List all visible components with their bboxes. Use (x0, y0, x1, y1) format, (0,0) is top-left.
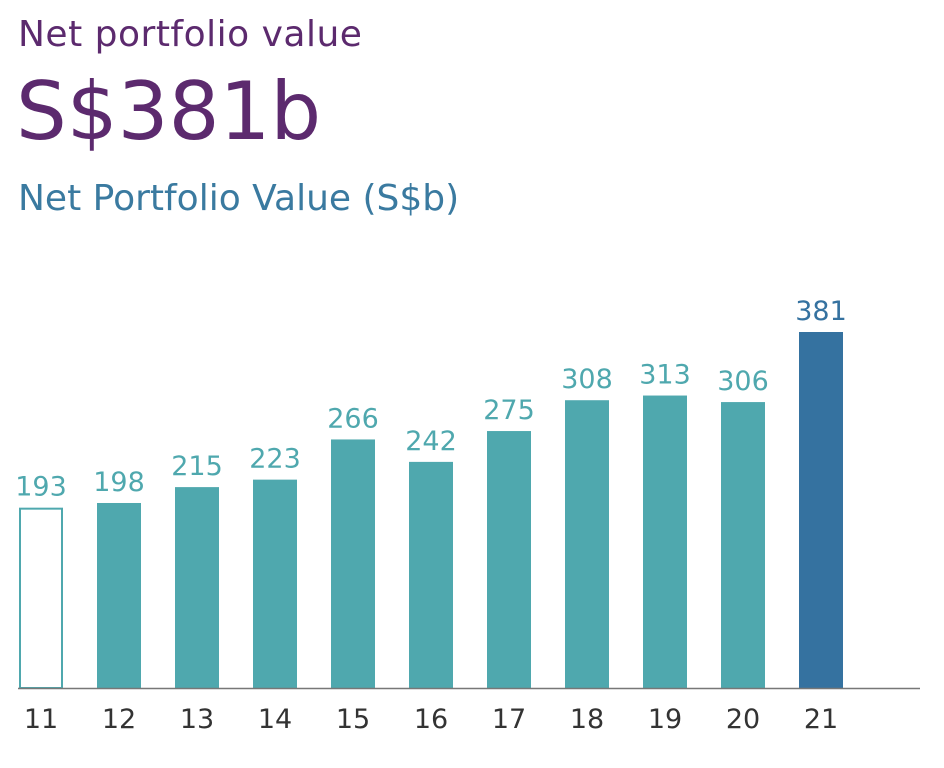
x-tick-label-18: 18 (570, 704, 604, 735)
x-tick-label-19: 19 (648, 704, 682, 735)
bar-19 (643, 395, 687, 688)
headline-value: S$381b (16, 65, 322, 158)
page-kicker: Net portfolio value (18, 14, 363, 55)
x-tick-label-11: 11 (24, 704, 58, 735)
bar-20 (721, 402, 765, 688)
bar-13 (175, 487, 219, 688)
bar-value-label-21: 381 (795, 296, 847, 327)
bar-11 (19, 507, 63, 689)
bar-value-label-19: 313 (639, 360, 691, 391)
x-tick-label-21: 21 (804, 704, 838, 735)
x-tick-label-13: 13 (180, 704, 214, 735)
bar-value-label-16: 242 (405, 426, 457, 457)
bar-12 (97, 502, 141, 688)
bar-value-label-12: 198 (93, 467, 145, 498)
bar-value-label-20: 306 (717, 366, 769, 397)
bar-21 (799, 332, 843, 688)
bar-18 (565, 400, 609, 688)
chart-title: Net Portfolio Value (S$b) (18, 178, 460, 219)
x-tick-label-16: 16 (414, 704, 448, 735)
bar-17 (487, 431, 531, 688)
bar-15 (331, 439, 375, 688)
bar-value-label-18: 308 (561, 364, 613, 395)
x-tick-label-12: 12 (102, 704, 136, 735)
bar-16 (409, 461, 453, 688)
x-tick-label-17: 17 (492, 704, 526, 735)
x-tick-label-15: 15 (336, 704, 370, 735)
bar-value-label-17: 275 (483, 395, 535, 426)
x-tick-label-14: 14 (258, 704, 292, 735)
bar-14 (253, 479, 297, 688)
x-tick-label-20: 20 (726, 704, 760, 735)
bar-value-label-14: 223 (249, 444, 301, 475)
bar-value-label-11: 193 (15, 472, 67, 503)
bar-value-label-13: 215 (171, 451, 223, 482)
bar-value-label-15: 266 (327, 403, 379, 434)
